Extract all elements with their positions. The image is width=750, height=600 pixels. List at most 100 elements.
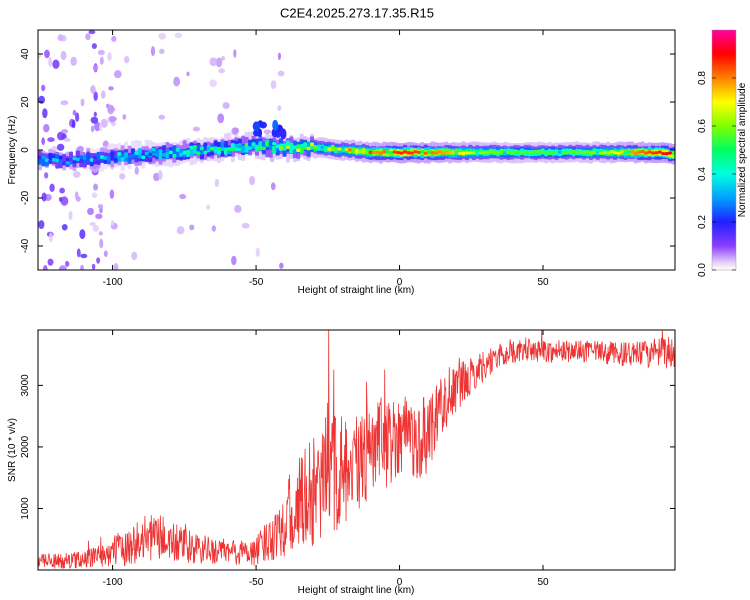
spectrogram-cell	[172, 153, 177, 158]
spectrogram-cell	[158, 114, 166, 120]
spectrogram-y-axis: -40 -20 0 20 40	[20, 48, 675, 253]
spectrogram-cell	[189, 224, 195, 231]
spectrogram-cell	[189, 148, 194, 156]
spectrogram-cell	[91, 263, 96, 270]
spectrogram-cell	[313, 145, 318, 149]
spectrogram-cell	[79, 229, 86, 240]
spectrogram-cell	[444, 150, 449, 155]
spectrogram-cell	[92, 225, 100, 232]
spectrogram-cell	[137, 154, 142, 159]
spectrogram-y-axis-label: Frequency (Hz)	[7, 116, 18, 185]
colorbar-tick-label: 0.2	[697, 215, 708, 229]
spectrogram-cell	[613, 151, 618, 155]
spectrogram-cell	[158, 32, 167, 40]
spectrogram-cell	[124, 152, 129, 160]
spectrogram-cell	[592, 150, 597, 155]
spectrogram-cell	[107, 104, 115, 115]
spectrogram-cell	[134, 151, 139, 155]
spectrogram-cell	[82, 154, 87, 162]
spectrogram-cell	[38, 95, 45, 104]
spectrogram-cell	[44, 158, 49, 162]
spectrogram-cell	[644, 151, 649, 155]
snr-y-axis: 1000 2000 3000	[20, 374, 675, 520]
spectrogram-cell	[285, 145, 290, 150]
spectrogram-cell	[270, 80, 277, 90]
spectrogram-cell	[90, 116, 99, 124]
spectrogram-cell	[606, 151, 611, 155]
spectrogram-cell	[471, 151, 476, 155]
spectrogram-cell	[540, 150, 545, 154]
spectrogram-cell	[582, 150, 587, 155]
spectrogram-cell	[96, 257, 101, 264]
spectrogram-cell	[97, 204, 104, 209]
spectrogram-cell	[99, 155, 105, 159]
spectrogram-cell	[289, 142, 294, 147]
spectrogram-cell	[630, 150, 635, 154]
spectrogram-x-axis-label: Height of straight line (km)	[298, 285, 415, 296]
spectrogram-cell	[55, 158, 60, 163]
spectrogram-cell	[158, 149, 163, 154]
spectrogram-cell	[619, 150, 624, 154]
spectrogram-cell	[255, 247, 260, 258]
spectrogram-cell	[68, 210, 73, 221]
colorbar-ticks: 0.0 0.2 0.4 0.6 0.8	[697, 71, 736, 277]
spectrogram-cell	[173, 76, 181, 87]
spectrogram-cell	[58, 159, 63, 164]
spectrogram-cell	[354, 149, 359, 153]
spectrogram-cell	[93, 111, 97, 117]
spectrogram-cell	[341, 149, 346, 153]
spectrogram-cell	[90, 125, 95, 133]
spectrogram-cell	[109, 116, 117, 122]
spectrogram-cell	[248, 142, 253, 147]
spectrogram-cell	[47, 137, 55, 142]
spectrogram-cell	[299, 146, 304, 154]
spectrogram-cell	[44, 172, 49, 179]
spectrogram-cell	[547, 151, 552, 155]
spectrogram-cell	[263, 129, 272, 135]
spectrogram-cell	[458, 151, 463, 155]
colorbar-frame	[711, 29, 737, 271]
spectrogram-cell	[120, 157, 125, 162]
spectrogram-cell	[526, 150, 531, 154]
spectrogram-cell	[80, 253, 88, 259]
spectrogram-cell	[117, 152, 122, 156]
colorbar: 0.0 0.2 0.4 0.6 0.8 Normalized spectral ampl…	[697, 29, 748, 277]
spectrogram-cell	[561, 151, 566, 155]
spectrogram-cell	[227, 147, 232, 152]
spectrogram-cell	[89, 158, 94, 162]
spectrogram-cell	[175, 150, 180, 158]
spectrogram-cell	[151, 150, 156, 155]
spectrogram-cell	[90, 85, 96, 94]
spectrogram-cell	[175, 148, 180, 152]
spectrogram-cell	[440, 151, 445, 155]
snr-y-tick-label: 2000	[20, 435, 31, 458]
spectrogram-cell	[41, 84, 46, 92]
spectrogram-cell	[189, 145, 194, 150]
spectrogram-cell	[640, 149, 645, 154]
spectrogram-cell	[277, 52, 281, 61]
spectrogram-cell	[44, 49, 50, 59]
spectrogram-cell	[137, 148, 142, 156]
spectrogram-cell	[578, 150, 583, 154]
spectrogram-cell	[80, 264, 84, 270]
spectrogram-cell	[113, 70, 122, 79]
spectrogram-cell	[99, 56, 104, 65]
spectrogram-panel: -100 -50 0 50 -40 -20 0 20 40 Height of straigh…	[7, 29, 676, 296]
spectrogram-cell	[48, 57, 52, 67]
spectrogram-x-axis: -100 -50 0 50	[103, 30, 549, 288]
spectrogram-cell	[252, 121, 261, 132]
spectrogram-cell	[179, 149, 184, 154]
spectrogram-cell	[218, 68, 225, 74]
spectrogram-cell	[60, 100, 69, 106]
spectrogram-cell	[119, 173, 126, 180]
spectrogram-cell	[41, 159, 46, 167]
spectrogram-cell	[59, 265, 67, 270]
spectrogram-cell	[430, 151, 435, 155]
colorbar-tick-label: 0.6	[697, 119, 708, 133]
spectrogram-cell	[75, 157, 80, 162]
spectrogram-cell	[323, 146, 328, 150]
spectrogram-cell	[222, 101, 230, 110]
spectrogram-cell	[277, 105, 282, 112]
spectrogram-cell	[602, 151, 607, 155]
snr-x-tick-label: -50	[249, 577, 264, 588]
